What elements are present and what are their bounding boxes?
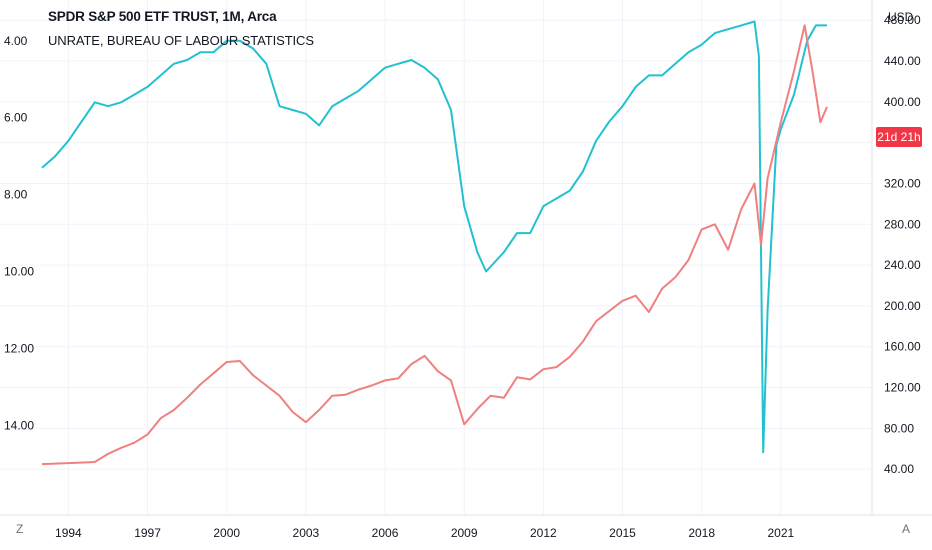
right-axis-tick-label: 480.00 xyxy=(884,13,921,27)
right-axis-tick-label: 120.00 xyxy=(884,381,921,395)
x-axis[interactable]: 1994 1997 2000 2003 2006 2009 2012 2015 2018 2021 xyxy=(55,526,794,540)
right-axis-tick-label: 320.00 xyxy=(884,176,921,190)
right-axis-tick-label: 440.00 xyxy=(884,54,921,68)
right-axis[interactable]: 480.00440.00400.00360.00320.00280.00240.… xyxy=(884,13,921,476)
grid xyxy=(0,0,872,515)
x-axis-tick-label: 2003 xyxy=(293,526,320,540)
auto-scale-button[interactable]: A xyxy=(902,522,911,536)
x-axis-tick-label: 2000 xyxy=(213,526,240,540)
x-axis-tick-label: 2009 xyxy=(451,526,478,540)
x-axis-tick-label: 2018 xyxy=(688,526,715,540)
series-line-unrate[interactable] xyxy=(41,20,827,454)
x-axis-tick-label: 1994 xyxy=(55,526,82,540)
x-axis-tick-label: 2015 xyxy=(609,526,636,540)
x-axis-tick-label: 2012 xyxy=(530,526,557,540)
x-axis-tick-label: 2021 xyxy=(767,526,794,540)
left-axis-tick-label: 4.00 xyxy=(4,34,28,48)
left-axis-tick-label: 6.00 xyxy=(4,111,28,125)
right-axis-tick-label: 280.00 xyxy=(884,217,921,231)
series-line-spy[interactable] xyxy=(41,24,828,466)
right-axis-tick-label: 400.00 xyxy=(884,95,921,109)
timezone-toggle-button[interactable]: Z xyxy=(16,522,24,536)
x-axis-tick-label: 1997 xyxy=(134,526,161,540)
left-axis-tick-label: 10.00 xyxy=(4,265,34,279)
right-axis-tick-label: 200.00 xyxy=(884,299,921,313)
left-axis-tick-label: 14.00 xyxy=(4,418,34,432)
currency-unit-label: USD xyxy=(888,10,914,24)
price-countdown-badge: 21d 21h xyxy=(876,127,922,147)
x-axis-tick-label: 2006 xyxy=(372,526,399,540)
right-axis-tick-label: 80.00 xyxy=(884,421,914,435)
right-axis-tick-label: 160.00 xyxy=(884,340,921,354)
left-axis-tick-label: 12.00 xyxy=(4,341,34,355)
chart-subtitle[interactable]: UNRATE, BUREAU OF LABOUR STATISTICS xyxy=(48,33,314,48)
left-axis-tick-label: 8.00 xyxy=(4,188,28,202)
series-layer xyxy=(41,20,828,466)
right-axis-tick-label: 240.00 xyxy=(884,258,921,272)
chart-title[interactable]: SPDR S&P 500 ETF TRUST, 1M, Arca xyxy=(48,9,277,24)
right-axis-tick-label: 40.00 xyxy=(884,462,914,476)
left-axis[interactable]: 4.00 6.00 8.00 10.00 12.00 14.00 xyxy=(4,34,34,433)
